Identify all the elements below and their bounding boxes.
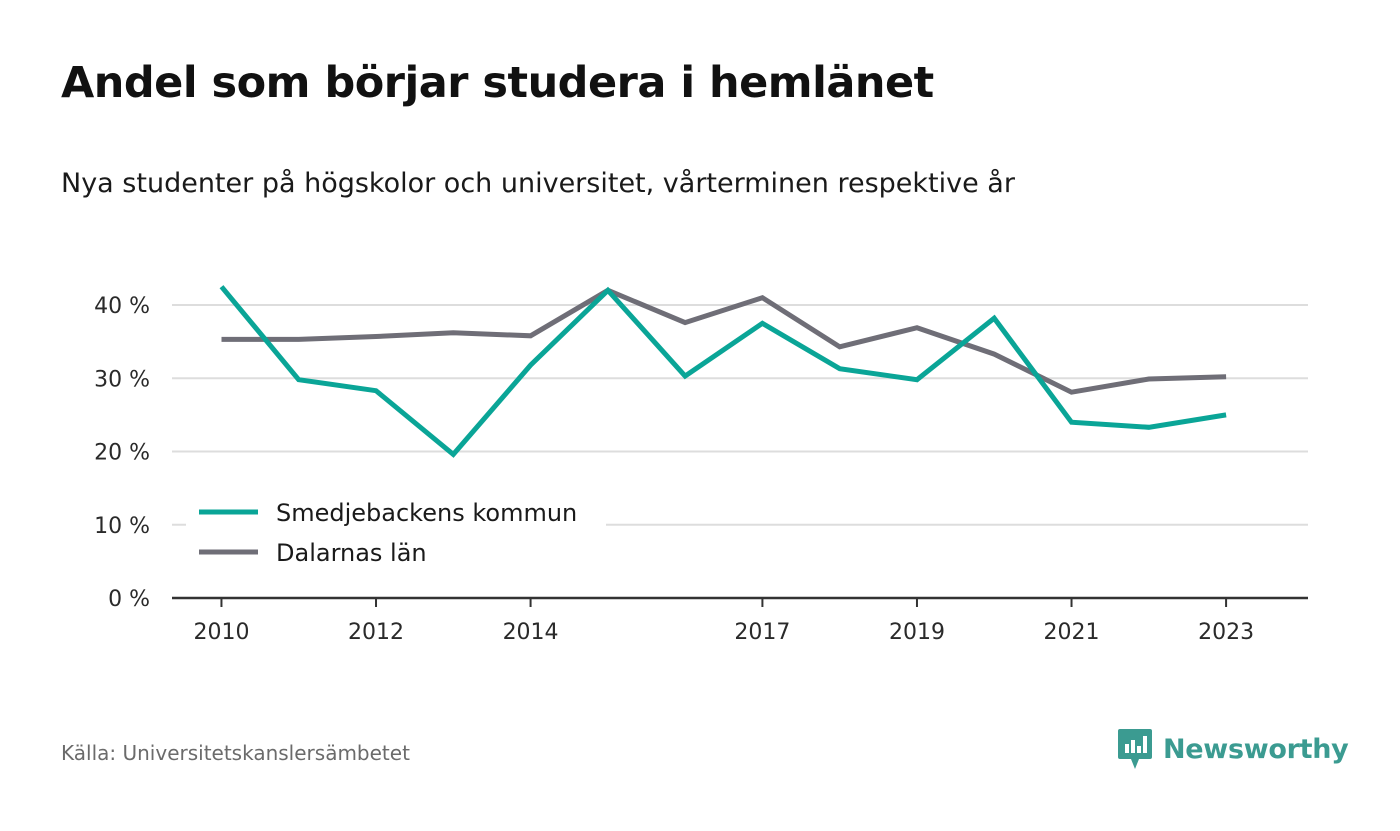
series-line-primary bbox=[219, 285, 1227, 458]
x-tick-label: 2023 bbox=[1198, 620, 1254, 645]
chart-title: Andel som börjar studera i hemlänet bbox=[61, 58, 934, 108]
x-axis bbox=[172, 596, 1308, 607]
y-tick-label: 20 % bbox=[94, 441, 150, 466]
y-tick-label: 10 % bbox=[94, 514, 150, 539]
source-note: Källa: Universitetskanslersämbetet bbox=[61, 741, 410, 765]
x-tick-label: 2017 bbox=[734, 620, 790, 645]
legend-background bbox=[186, 490, 606, 580]
chart-subtitle: Nya studenter på högskolor och universit… bbox=[61, 168, 1015, 199]
legend: Smedjebackens kommun Dalarnas län bbox=[186, 490, 606, 580]
brand-logo: Newsworthy bbox=[1117, 727, 1349, 771]
x-tick-label: 2019 bbox=[889, 620, 945, 645]
y-tick-label: 30 % bbox=[94, 367, 150, 392]
x-tick-label: 2012 bbox=[348, 620, 404, 645]
brand-name: Newsworthy bbox=[1163, 733, 1349, 765]
legend-label: Dalarnas län bbox=[276, 539, 427, 567]
x-axis-labels: 2010 2012 2014 2017 2019 2021 2023 bbox=[193, 620, 1254, 645]
series-lines bbox=[219, 285, 1227, 458]
y-tick-label: 40 % bbox=[94, 294, 150, 319]
newsworthy-logo-icon bbox=[1118, 729, 1152, 769]
y-axis-labels: 0 % 10 % 20 % 30 % 40 % bbox=[94, 294, 150, 612]
x-tick-label: 2021 bbox=[1044, 620, 1100, 645]
legend-label: Smedjebackens kommun bbox=[276, 499, 577, 527]
x-tick-label: 2010 bbox=[193, 620, 249, 645]
x-tick-label: 2014 bbox=[503, 620, 559, 645]
line-chart: 0 % 10 % 20 % 30 % 40 % 2010 2012 2014 2017 2019… bbox=[94, 285, 1308, 645]
series-line-secondary bbox=[221, 287, 1227, 395]
y-tick-label: 0 % bbox=[108, 587, 150, 612]
